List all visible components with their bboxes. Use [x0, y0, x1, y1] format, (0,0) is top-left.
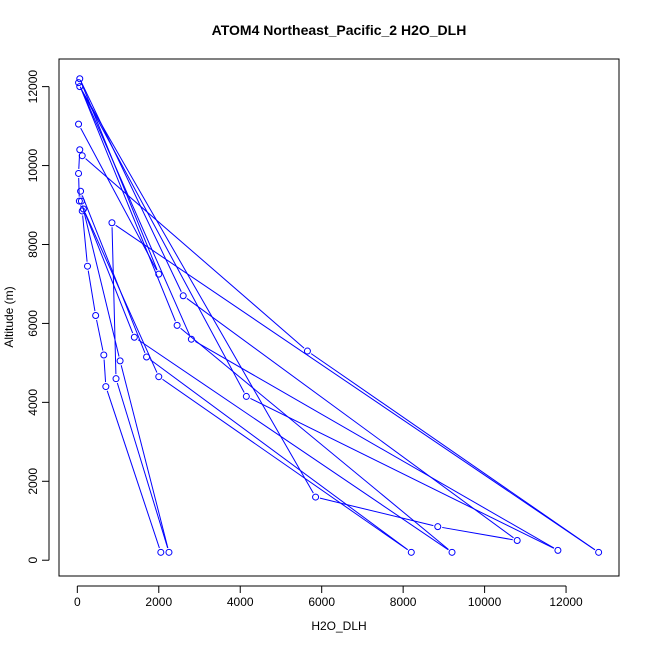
y-axis-label: Altitude (m): [2, 286, 16, 347]
series-segment: [115, 224, 596, 551]
series-segment: [180, 327, 449, 550]
y-tick-label: 0: [26, 557, 40, 564]
plot-frame: [58, 58, 620, 577]
series-segment: [186, 298, 514, 539]
series-segment: [80, 82, 158, 271]
data-point: [179, 292, 187, 300]
y-tick-label: 4000: [26, 389, 40, 416]
series-segment: [116, 382, 169, 549]
series-segment: [81, 90, 314, 494]
data-point: [76, 83, 84, 91]
series-segment: [87, 270, 96, 312]
series-segment: [81, 90, 245, 393]
data-point: [77, 187, 85, 195]
x-tick-label: 2000: [145, 595, 172, 609]
series-segment: [80, 127, 158, 271]
x-axis: 0 2000 4000 6000 8000 10000 12000: [74, 585, 583, 609]
data-point: [554, 546, 562, 554]
data-point: [78, 152, 86, 160]
y-tick-label: 2000: [26, 468, 40, 495]
data-point: [116, 357, 124, 365]
data-point: [75, 197, 83, 205]
series-segment: [84, 212, 158, 373]
data-point: [434, 523, 442, 531]
data-point: [448, 548, 456, 556]
data-series: [75, 75, 603, 556]
x-tick-label: 10000: [468, 595, 502, 609]
data-point: [173, 321, 181, 329]
data-point: [303, 347, 311, 355]
chart-title: ATOM4 Northeast_Pacific_2 H2O_DLH: [212, 22, 467, 38]
x-tick-label: 6000: [308, 595, 335, 609]
x-axis-label: H2O_DLH: [311, 619, 366, 633]
data-point: [75, 169, 83, 177]
data-point: [75, 79, 83, 87]
series-segment: [120, 365, 169, 549]
data-point: [242, 392, 250, 400]
y-tick-label: 10000: [26, 149, 40, 183]
data-point: [407, 548, 415, 556]
series-segment: [111, 227, 117, 375]
y-tick-label: 8000: [26, 231, 40, 258]
y-tick-label: 12000: [26, 70, 40, 104]
series-segment: [84, 212, 134, 334]
data-point: [112, 375, 120, 383]
y-tick-label: 6000: [26, 310, 40, 337]
x-tick-label: 0: [74, 595, 81, 609]
series-segment: [79, 86, 191, 336]
data-point: [76, 75, 84, 83]
series-segment: [162, 378, 408, 551]
data-point: [100, 351, 108, 359]
data-point: [108, 219, 116, 227]
series-segment: [319, 497, 434, 527]
series-segment: [195, 341, 555, 549]
series-segment: [310, 353, 596, 551]
series-segment: [81, 205, 120, 357]
data-point: [102, 383, 110, 391]
series-segment: [79, 86, 176, 322]
data-point: [76, 146, 84, 154]
series-segment: [85, 158, 305, 349]
data-point: [77, 197, 85, 205]
data-point: [187, 335, 195, 343]
series-segment: [106, 390, 160, 549]
series-segment: [149, 359, 408, 551]
series-segment: [442, 526, 513, 541]
data-point: [155, 373, 163, 381]
data-point: [157, 548, 165, 556]
data-point: [79, 205, 87, 213]
series-segment: [81, 195, 146, 353]
data-point: [75, 120, 83, 128]
data-point: [595, 548, 603, 556]
data-point: [92, 312, 100, 320]
series-segment: [137, 339, 449, 551]
data-point: [165, 548, 173, 556]
x-tick-label: 8000: [390, 595, 417, 609]
series-segment: [250, 397, 555, 549]
series-segment: [81, 82, 182, 292]
data-point: [143, 353, 151, 361]
data-point: [130, 333, 138, 341]
data-point: [312, 493, 320, 501]
series-segment: [96, 319, 104, 351]
data-point: [84, 262, 92, 270]
series-segment: [103, 359, 107, 383]
data-point: [513, 536, 521, 544]
y-axis: 0 2000 4000 6000 8000 10000 12000: [26, 70, 50, 564]
data-point: [155, 270, 163, 278]
series-segment: [82, 215, 88, 262]
x-tick-label: 12000: [549, 595, 583, 609]
x-tick-label: 4000: [227, 595, 254, 609]
